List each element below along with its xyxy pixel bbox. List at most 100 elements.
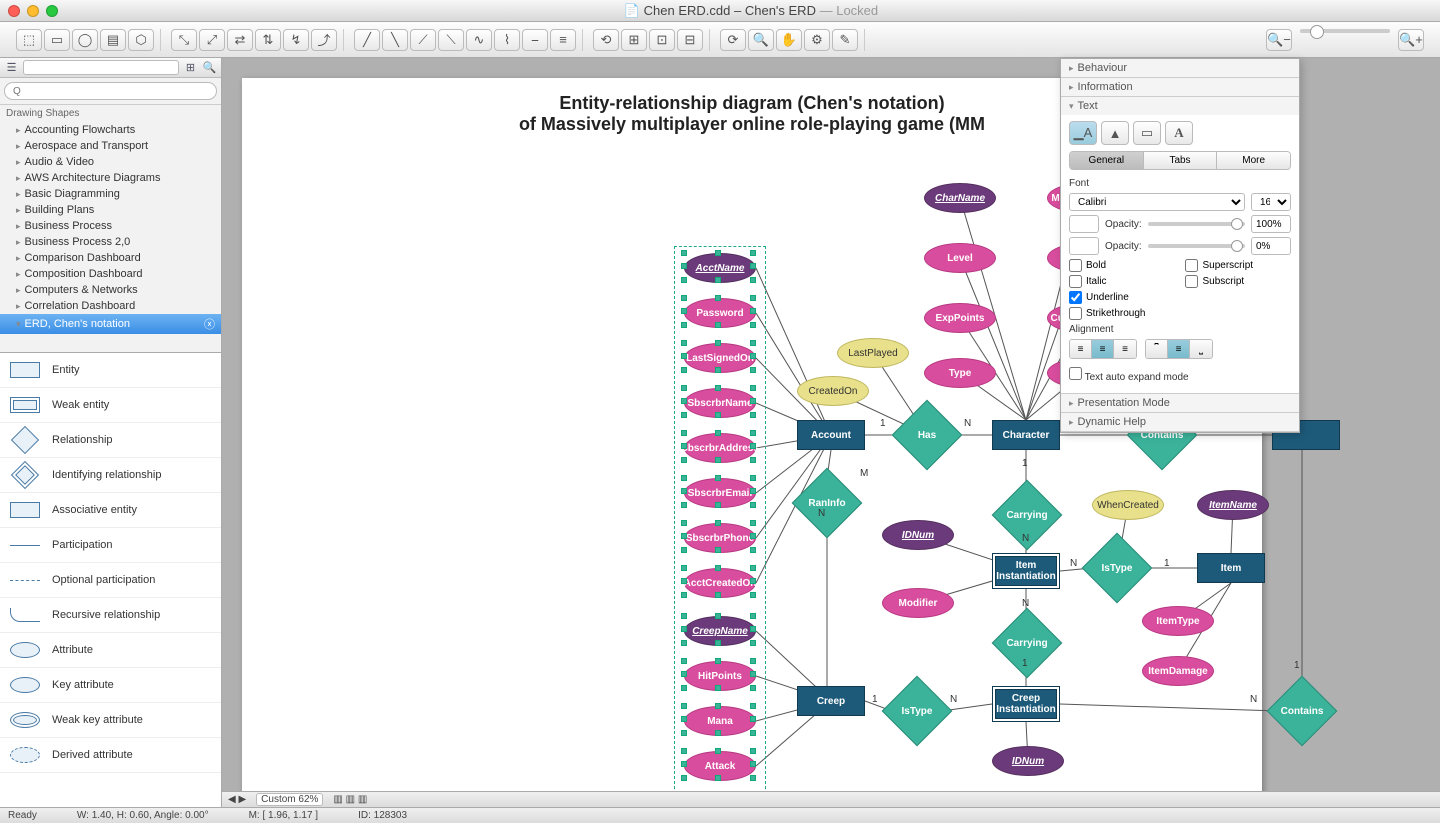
shape-item[interactable]: Weak entity [0,388,221,423]
shape-item[interactable]: Recursive relationship [0,598,221,633]
toolbar-button[interactable]: ∿ [466,29,492,51]
align-top[interactable]: ⎴ [1146,340,1168,358]
attribute-itemdamage[interactable]: ItemDamage [1142,656,1214,686]
text-underline-tool-icon[interactable]: ▁A [1069,121,1097,145]
category-item[interactable]: Composition Dashboard [0,266,221,282]
toolbar-button[interactable]: ⟍ [438,29,464,51]
shape-item[interactable]: Derived attribute [0,738,221,773]
category-item[interactable]: Business Process [0,218,221,234]
toolbar-button[interactable]: ⊟ [677,29,703,51]
align-right[interactable]: ≡ [1114,340,1136,358]
shape-item[interactable]: Optional participation [0,563,221,598]
shape-item[interactable]: Attribute [0,633,221,668]
shape-item[interactable]: Relationship [0,423,221,458]
toolbar-button[interactable]: ◯ [72,29,98,51]
font-size-select[interactable]: 16 [1251,193,1291,211]
zoom-value[interactable]: Custom 62% [256,793,323,806]
category-item[interactable]: Building Plans [0,202,221,218]
shape-search-input[interactable] [4,82,217,100]
toolbar-button[interactable]: ⬚ [16,29,42,51]
sidebar-filter-input[interactable] [23,60,179,75]
fill-swatch[interactable] [1069,215,1099,233]
insp-text[interactable]: Text [1061,97,1299,115]
toolbar-button[interactable]: ⟲ [593,29,619,51]
stroke-swatch[interactable] [1069,237,1099,255]
sidebar-search-icon[interactable]: 🔍 [202,60,217,75]
strike-check[interactable]: Strikethrough [1069,307,1145,320]
relationship-has[interactable]: Has [902,410,952,460]
toolbar-button[interactable]: ⇅ [255,29,281,51]
toolbar-button[interactable]: ⌇ [494,29,520,51]
relationship-istype2[interactable]: IsType [892,686,942,736]
attribute-createdon[interactable]: CreatedOn [797,376,869,406]
toolbar-button[interactable]: ≡ [550,29,576,51]
entity-account[interactable]: Account [797,420,865,450]
attribute-idnum2[interactable]: IDNum [992,746,1064,776]
tab-more[interactable]: More [1217,152,1290,169]
shape-palette[interactable]: EntityWeak entityRelationshipIdentifying… [0,353,221,807]
opacity-slider-1[interactable] [1148,222,1245,226]
toolbar-button[interactable]: ╲ [382,29,408,51]
category-item[interactable]: Correlation Dashboard [0,298,221,314]
attribute-whencreated[interactable]: WhenCreated [1092,490,1164,520]
zoom-window-button[interactable] [46,5,58,17]
toolbar-button[interactable]: ✎ [832,29,858,51]
insp-presentation[interactable]: Presentation Mode [1061,394,1299,412]
category-item[interactable]: Business Process 2,0 [0,234,221,250]
superscript-check[interactable]: Superscript [1185,259,1253,272]
category-item[interactable]: Basic Diagramming [0,186,221,202]
text-box-tool-icon[interactable]: ▭ [1133,121,1161,145]
attribute-idnum1[interactable]: IDNum [882,520,954,550]
relationship-istype1[interactable]: IsType [1092,543,1142,593]
shape-item[interactable]: Weak key attribute [0,703,221,738]
zoom-in-icon[interactable]: 🔍+ [1398,29,1424,51]
insp-information[interactable]: Information [1061,78,1299,96]
attribute-modifier[interactable]: Modifier [882,588,954,618]
relationship-contains2[interactable]: Contains [1277,686,1327,736]
text-font-tool-icon[interactable]: A [1165,121,1193,145]
category-item[interactable]: AWS Architecture Diagrams [0,170,221,186]
toolbar-button[interactable]: ⤢ [199,29,225,51]
grid-view-icon[interactable]: ⊞ [183,60,198,75]
italic-check[interactable]: Italic [1069,275,1145,288]
relationship-raninfo[interactable]: RanInfo [802,478,852,528]
entity-iteminst[interactable]: Item Instantiation [992,553,1060,589]
category-item[interactable]: Audio & Video [0,154,221,170]
shape-item[interactable]: Identifying relationship [0,458,221,493]
category-item[interactable]: Accounting Flowcharts [0,122,221,138]
attribute-type[interactable]: Type [924,358,996,388]
entity-item[interactable]: Item [1197,553,1265,583]
align-bottom[interactable]: ⎵ [1190,340,1212,358]
font-select[interactable]: Calibri [1069,193,1245,211]
attribute-level[interactable]: Level [924,243,996,273]
entity-creep[interactable]: Creep [797,686,865,716]
insp-dynamic[interactable]: Dynamic Help [1061,413,1299,431]
align-center[interactable]: ≡ [1092,340,1114,358]
bold-check[interactable]: Bold [1069,259,1145,272]
toolbar-button[interactable]: ⊡ [649,29,675,51]
toolbar-button[interactable]: ⬡ [128,29,154,51]
toolbar-button[interactable]: ⇄ [227,29,253,51]
toolbar-button[interactable]: ⤡ [171,29,197,51]
opacity-value-2[interactable] [1251,237,1291,255]
toolbar-button[interactable]: ⤴ [311,29,337,51]
opacity-slider-2[interactable] [1148,244,1245,248]
category-list[interactable]: Drawing Shapes Accounting FlowchartsAero… [0,105,221,353]
auto-expand-check[interactable]: Text auto expand mode [1069,367,1189,383]
shape-item[interactable]: Entity [0,353,221,388]
toolbar-button[interactable]: ▭ [44,29,70,51]
shape-item[interactable]: Associative entity [0,493,221,528]
list-view-icon[interactable]: ☰ [4,60,19,75]
toolbar-button[interactable]: ⚙ [804,29,830,51]
toolbar-button[interactable]: 🔍 [748,29,774,51]
toolbar-button[interactable]: ▤ [100,29,126,51]
attribute-exppoints[interactable]: ExpPoints [924,303,996,333]
category-item[interactable]: Aerospace and Transport [0,138,221,154]
close-icon[interactable]: ⓧ [204,316,215,332]
tab-general[interactable]: General [1070,152,1144,169]
category-selected[interactable]: ERD, Chen's notation ⓧ [0,314,221,334]
toolbar-button[interactable]: ╱ [354,29,380,51]
toolbar-button[interactable]: ↯ [283,29,309,51]
opacity-value-1[interactable] [1251,215,1291,233]
attribute-charname[interactable]: CharName [924,183,996,213]
